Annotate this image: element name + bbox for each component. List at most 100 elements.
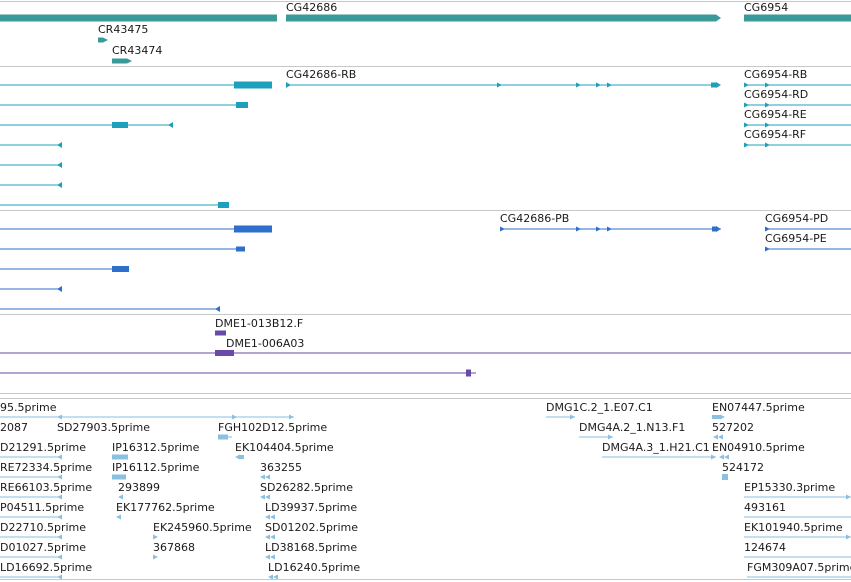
arrow-right-icon[interactable] xyxy=(765,82,770,88)
arrow-left-icon[interactable] xyxy=(265,494,270,500)
arrow-right-icon[interactable] xyxy=(765,142,770,148)
arrow-left-icon[interactable] xyxy=(57,574,62,580)
read-arrow-icon[interactable] xyxy=(570,414,575,420)
arrow-right-icon[interactable] xyxy=(289,414,294,420)
arrow-left-icon[interactable] xyxy=(116,514,121,520)
arrow-right-icon[interactable] xyxy=(716,82,721,88)
arrow-left-icon[interactable] xyxy=(57,474,62,480)
exon-box[interactable] xyxy=(712,415,720,419)
arrow-left-icon[interactable] xyxy=(57,514,62,520)
arrow-left-icon[interactable] xyxy=(118,494,123,500)
feature-label-re72334-5prime: RE72334.5prime xyxy=(0,461,92,474)
feature-label-d22710-5prime: D22710.5prime xyxy=(0,521,86,534)
arrow-left-icon[interactable] xyxy=(215,306,220,312)
exon-box[interactable] xyxy=(236,102,248,108)
arrow-right-icon[interactable] xyxy=(153,534,158,540)
arrow-left-icon[interactable] xyxy=(57,182,62,188)
arrow-right-icon[interactable] xyxy=(765,122,770,128)
exon-box[interactable] xyxy=(722,474,728,480)
arrow-left-icon[interactable] xyxy=(57,554,62,560)
feature-label-dme1-006a03: DME1-006A03 xyxy=(226,337,304,350)
arrow-left-icon[interactable] xyxy=(270,514,275,520)
arrow-left-icon[interactable] xyxy=(168,122,173,128)
feature-label-ld16692-5prime: LD16692.5prime xyxy=(0,561,92,574)
exon-box[interactable] xyxy=(218,202,229,208)
arrow-right-icon[interactable] xyxy=(286,82,291,88)
exon-box[interactable] xyxy=(112,454,128,460)
arrow-left-icon[interactable] xyxy=(718,434,723,440)
read-arrow-icon[interactable] xyxy=(711,454,716,460)
arrow-right-icon[interactable] xyxy=(576,82,581,88)
arrow-right-icon[interactable] xyxy=(607,82,612,88)
gene-bar[interactable] xyxy=(98,37,103,43)
arrow-right-icon[interactable] xyxy=(744,142,749,148)
feature-label-ek245960-5prime: EK245960.5prime xyxy=(153,521,252,534)
feature-label-527202: 527202 xyxy=(712,421,754,434)
arrow-left-icon[interactable] xyxy=(57,142,62,148)
arrow-left-icon[interactable] xyxy=(719,454,724,460)
arrow-right-icon[interactable] xyxy=(744,102,749,108)
arrow-right-icon[interactable] xyxy=(596,226,601,232)
arrow-right-icon[interactable] xyxy=(596,82,601,88)
arrow-left-icon[interactable] xyxy=(260,494,265,500)
arrow-left-icon[interactable] xyxy=(265,474,270,480)
gene-bar[interactable] xyxy=(0,14,277,22)
read-arrow-icon[interactable] xyxy=(846,534,851,540)
arrow-left-icon[interactable] xyxy=(724,454,729,460)
arrow-right-icon[interactable] xyxy=(716,226,721,232)
arrow-left-icon[interactable] xyxy=(265,554,270,560)
arrow-left-icon[interactable] xyxy=(57,494,62,500)
arrow-left-icon[interactable] xyxy=(273,574,278,580)
gene-bar[interactable] xyxy=(744,14,851,22)
exon-box[interactable] xyxy=(112,122,128,128)
read-arrow-icon[interactable] xyxy=(846,494,851,500)
exon-box[interactable] xyxy=(712,226,716,232)
arrow-right-icon[interactable] xyxy=(765,226,770,232)
arrow-right-icon[interactable] xyxy=(720,414,725,420)
arrow-right-icon[interactable] xyxy=(232,414,237,420)
exon-box[interactable] xyxy=(215,350,234,356)
arrow-left-icon[interactable] xyxy=(260,474,265,480)
exon-box[interactable] xyxy=(236,246,245,252)
read-arrow-icon[interactable] xyxy=(608,434,613,440)
feature-label-cg6954-pe: CG6954-PE xyxy=(765,232,827,245)
arrow-left-icon[interactable] xyxy=(713,434,718,440)
arrow-right-icon[interactable] xyxy=(765,102,770,108)
arrow-right-icon[interactable] xyxy=(153,554,158,560)
feature-label-ek104404-5prime: EK104404.5prime xyxy=(235,441,334,454)
arrow-right-icon[interactable] xyxy=(500,226,505,232)
exon-box[interactable] xyxy=(112,474,126,480)
arrow-left-icon[interactable] xyxy=(270,534,275,540)
exon-box[interactable] xyxy=(218,434,228,440)
exon-box[interactable] xyxy=(112,266,129,272)
arrow-right-icon[interactable] xyxy=(716,14,721,22)
exon-box[interactable] xyxy=(215,330,226,336)
arrow-right-icon[interactable] xyxy=(607,226,612,232)
feature-label-293899: 293899 xyxy=(118,481,160,494)
gene-bar[interactable] xyxy=(112,58,127,64)
arrow-right-icon[interactable] xyxy=(765,246,770,252)
gene-bar[interactable] xyxy=(286,14,716,22)
arrow-right-icon[interactable] xyxy=(127,58,132,64)
arrow-right-icon[interactable] xyxy=(744,82,749,88)
arrow-left-icon[interactable] xyxy=(270,554,275,560)
arrow-right-icon[interactable] xyxy=(497,82,502,88)
exon-box[interactable] xyxy=(711,82,716,88)
arrow-right-icon[interactable] xyxy=(103,37,108,43)
arrow-right-icon[interactable] xyxy=(744,122,749,128)
exon-box[interactable] xyxy=(234,81,272,89)
arrow-right-icon[interactable] xyxy=(576,226,581,232)
arrow-left-icon[interactable] xyxy=(268,574,273,580)
exon-box[interactable] xyxy=(238,455,244,459)
arrow-left-icon[interactable] xyxy=(265,534,270,540)
arrow-left-icon[interactable] xyxy=(57,454,62,460)
feature-label-493161: 493161 xyxy=(744,501,786,514)
arrow-left-icon[interactable] xyxy=(57,162,62,168)
arrow-left-icon[interactable] xyxy=(57,286,62,292)
arrow-left-icon[interactable] xyxy=(57,534,62,540)
exon-box[interactable] xyxy=(234,225,272,233)
arrow-left-icon[interactable] xyxy=(265,514,270,520)
exon-box[interactable] xyxy=(466,369,471,377)
